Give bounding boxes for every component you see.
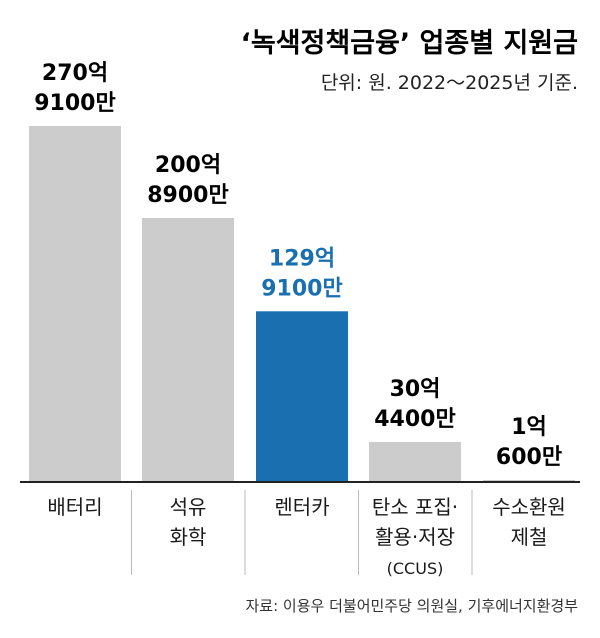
category-label-1-1: 화학 [170, 525, 207, 549]
value-labels-group: 270억 9100만 200억 8900만 129억 9100만 30억 4400만 1억 600… [34, 61, 562, 470]
bar-1 [142, 218, 234, 482]
category-label-0-0: 배터리 [47, 495, 102, 519]
value-label-3-1: 4400만 [374, 407, 455, 432]
value-label-0-0: 270억 [42, 61, 108, 86]
category-label-4-0: 수소환원 [492, 495, 566, 519]
value-label-0-1: 9100만 [34, 91, 115, 116]
category-label-2-0: 렌터카 [274, 495, 329, 519]
bar-0 [29, 126, 121, 482]
bar-3 [369, 441, 461, 482]
bars-group [29, 126, 575, 482]
value-label-4-1: 600만 [496, 445, 562, 470]
category-label-3-2: (CCUS) [387, 559, 444, 578]
source-note: 자료: 이용우 더불어민주당 의원실, 기후에너지환경부 [246, 597, 579, 615]
value-label-1-1: 8900만 [147, 183, 228, 208]
category-dividers [131, 490, 473, 575]
value-label-2-1: 9100만 [261, 276, 342, 301]
bar-2 [256, 311, 348, 482]
category-label-3-0: 탄소 포집· [372, 495, 458, 519]
chart-subtitle: 단위: 원. 2022～2025년 기준. [321, 72, 578, 94]
category-label-3-1: 활용·저장 [375, 525, 455, 549]
category-label-4-1: 제철 [511, 525, 548, 549]
value-label-1-0: 200억 [155, 153, 221, 178]
chart-title: ‘녹색정책금융’ 업종별 지원금 [241, 28, 578, 59]
category-label-1-0: 석유 [170, 495, 207, 519]
value-label-4-0: 1억 [511, 415, 547, 440]
value-label-2-0: 129억 [269, 246, 335, 271]
value-label-3-0: 30억 [390, 377, 441, 402]
